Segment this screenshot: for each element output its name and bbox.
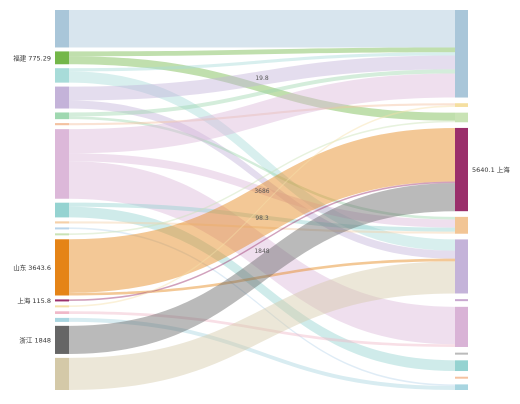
flow-link[interactable] (69, 153, 455, 228)
flow-link[interactable] (69, 183, 455, 354)
flow-value-label: 1848 (254, 248, 269, 255)
flow-link[interactable] (69, 52, 455, 72)
sankey-node[interactable] (55, 202, 69, 218)
flow-link[interactable] (69, 103, 455, 126)
sankey-node[interactable] (455, 112, 468, 123)
sankey-node[interactable] (455, 127, 468, 212)
flow-link[interactable] (69, 47, 455, 57)
label-layer: 福建 775.29 山东 3643.6 上海 115.8 浙江 1848 5640.1 … (13, 53, 510, 344)
sankey-node[interactable] (55, 221, 69, 224)
sankey-node[interactable] (55, 68, 69, 83)
sankey-node[interactable] (55, 317, 69, 322)
sankey-node[interactable] (55, 10, 69, 48)
left-node-label: 山东 3643.6 (13, 263, 51, 272)
sankey-node[interactable] (455, 376, 468, 379)
flow-link[interactable] (69, 105, 455, 307)
left-node-label: 上海 115.8 (17, 296, 51, 305)
left-node-label: 福建 775.29 (13, 53, 51, 62)
flow-link[interactable] (69, 181, 455, 302)
flow-link[interactable] (69, 206, 455, 372)
flow-link[interactable] (69, 227, 455, 386)
flow-link[interactable] (69, 56, 455, 121)
sankey-node[interactable] (455, 360, 468, 372)
sankey-node[interactable] (55, 129, 69, 199)
flow-link[interactable] (69, 258, 455, 296)
flow-link[interactable] (69, 221, 455, 234)
sankey-node[interactable] (455, 10, 468, 98)
flow-link[interactable] (69, 161, 455, 345)
sankey-node[interactable] (55, 86, 69, 109)
flow-layer (69, 10, 455, 390)
flow-link[interactable] (69, 202, 455, 232)
flow-value-label: 3686 (254, 188, 269, 195)
sankey-node[interactable] (55, 299, 69, 302)
sankey-node[interactable] (55, 325, 69, 354)
flow-link[interactable] (69, 69, 455, 117)
sankey-node[interactable] (455, 103, 468, 107)
sankey-node[interactable] (455, 384, 468, 390)
sankey-node[interactable] (55, 112, 69, 120)
sankey-node[interactable] (55, 227, 69, 230)
flow-link[interactable] (69, 55, 455, 101)
sankey-node[interactable] (55, 233, 69, 236)
sankey-node[interactable] (455, 306, 468, 347)
flow-link[interactable] (69, 317, 455, 390)
sankey-node[interactable] (55, 123, 69, 126)
sankey-node[interactable] (455, 216, 468, 234)
flow-link[interactable] (69, 311, 455, 347)
node-layer (55, 10, 468, 390)
flow-link[interactable] (69, 71, 455, 251)
flow-link[interactable] (69, 116, 455, 220)
sankey-node[interactable] (55, 239, 69, 296)
sankey-node[interactable] (455, 352, 468, 355)
sankey-node[interactable] (55, 357, 69, 390)
flow-link[interactable] (69, 100, 455, 259)
sankey-node[interactable] (55, 311, 69, 314)
right-node-label: 5640.1 上海 (472, 165, 510, 174)
sankey-node[interactable] (55, 305, 69, 308)
sankey-node[interactable] (455, 239, 468, 294)
flow-link[interactable] (69, 120, 455, 235)
flow-link[interactable] (69, 127, 455, 293)
sankey-node[interactable] (455, 299, 468, 302)
left-node-label: 浙江 1848 (19, 335, 51, 344)
flow-link[interactable] (69, 73, 455, 154)
sankey-node[interactable] (55, 51, 69, 65)
flow-link[interactable] (69, 261, 455, 390)
flow-value-label: 98.3 (255, 215, 269, 222)
flow-value-label: 19.8 (255, 75, 269, 82)
flow-link[interactable] (69, 10, 455, 48)
